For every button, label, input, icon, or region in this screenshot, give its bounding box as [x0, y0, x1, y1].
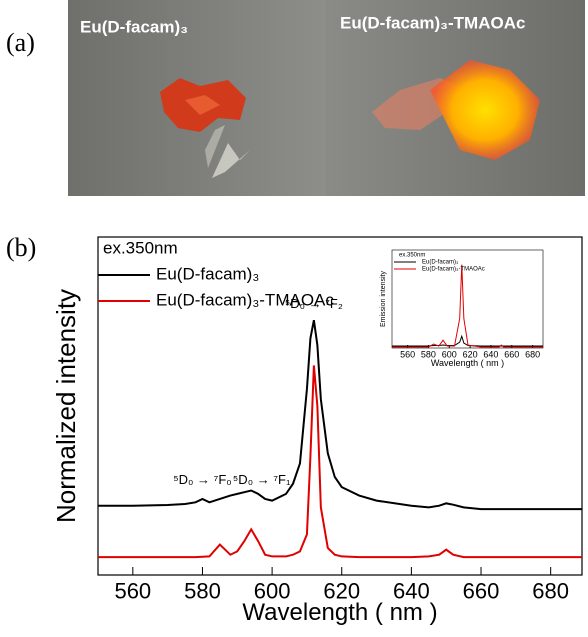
y-axis-label: Normalized intensity [51, 289, 81, 523]
legend-label: Eu(D-facam)₃-TMAOAc [422, 267, 485, 273]
legend-note: ex.350nm [103, 238, 178, 257]
x-tick-label: 620 [323, 578, 360, 603]
x-axis-label: Wavelength ( nm ) [431, 358, 504, 368]
panel-label: (a) [6, 28, 35, 57]
photo-caption: Eu(D-facam)₃-TMAOAc [340, 13, 525, 32]
x-tick-label: 660 [463, 578, 500, 603]
x-axis-label: Wavelength ( nm ) [242, 599, 437, 626]
x-tick-label: 620 [463, 350, 478, 360]
x-tick-label: 560 [114, 578, 151, 603]
legend-note: ex.350nm [399, 253, 425, 259]
x-tick-label: 580 [184, 578, 221, 603]
sample-left [160, 78, 250, 178]
x-tick-label: 660 [504, 350, 519, 360]
panel-label: (b) [6, 233, 36, 262]
annotation: ⁵D₀ → ⁷F₁ [233, 472, 291, 487]
legend-label: Eu(D-facam)₃-TMAOAc [156, 290, 334, 309]
annotation: ⁵D₀ → ⁷F₀ [173, 472, 231, 487]
x-tick-label: 600 [442, 350, 457, 360]
legend-label: Eu(D-facam)₃ [156, 264, 259, 283]
x-tick-label: 580 [421, 350, 436, 360]
y-axis-label: Emission intensity [380, 270, 387, 327]
plot-frame [391, 249, 544, 349]
x-tick-label: 640 [483, 350, 498, 360]
x-tick-label: 680 [532, 578, 569, 603]
series-line [98, 365, 582, 559]
series-line [392, 264, 543, 348]
annotation: ⁵D₀ → ⁷F₂ [285, 296, 343, 311]
photo-caption: Eu(D-facam)₃ [80, 17, 188, 36]
legend-label: Eu(D-facam)₃ [422, 260, 459, 266]
series-line [98, 319, 582, 511]
sample-right [372, 60, 540, 160]
x-tick-label: 680 [525, 350, 540, 360]
x-tick-label: 640 [393, 578, 430, 603]
x-tick-label: 560 [400, 350, 415, 360]
x-tick-label: 600 [254, 578, 291, 603]
